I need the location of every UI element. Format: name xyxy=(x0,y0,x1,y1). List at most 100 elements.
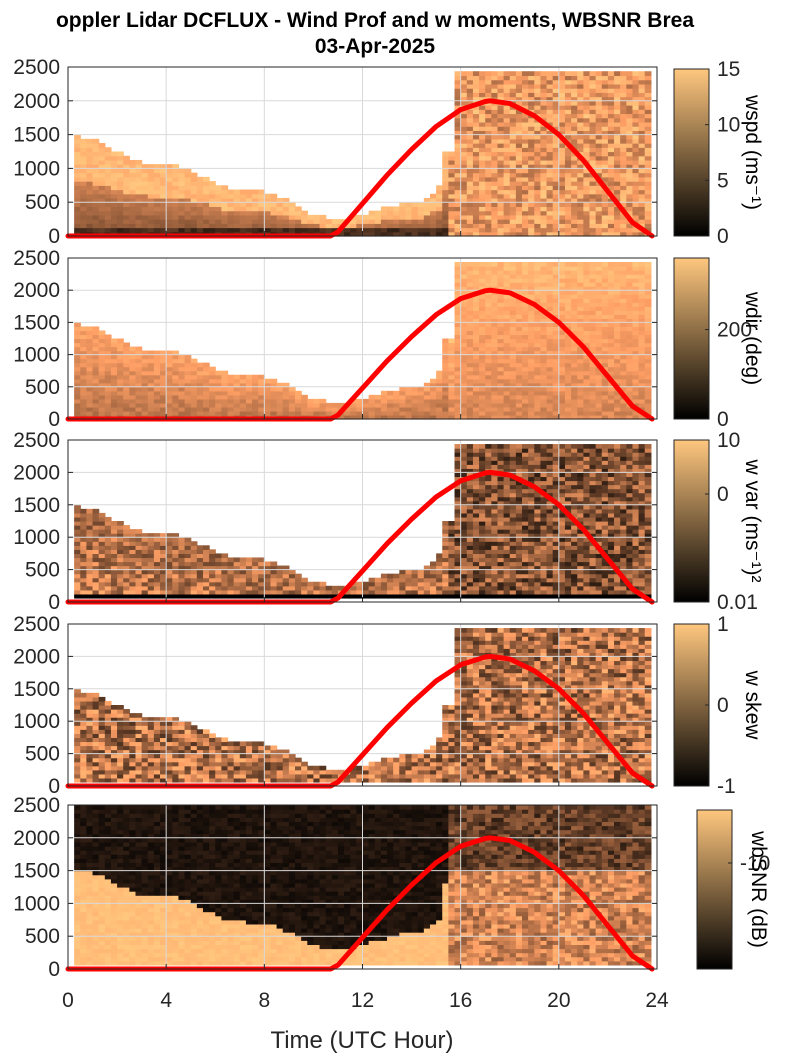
heatmap-cell xyxy=(534,88,542,93)
heatmap-cell xyxy=(295,593,302,599)
heatmap-cell xyxy=(160,378,167,384)
heatmap-cell xyxy=(546,306,554,311)
heatmap-cell xyxy=(239,382,247,388)
heatmap-cell xyxy=(577,231,584,237)
heatmap-cell xyxy=(472,350,480,356)
heatmap-cell xyxy=(460,219,468,224)
heatmap-cell xyxy=(577,219,584,224)
heatmap-cell xyxy=(123,557,130,563)
heatmap-cell xyxy=(460,262,468,267)
heatmap-cell xyxy=(479,138,486,144)
heatmap-cell xyxy=(644,358,652,364)
heatmap-cell xyxy=(491,172,499,178)
heatmap-cell xyxy=(74,197,81,203)
heatmap-cell xyxy=(399,223,407,229)
heatmap-cell xyxy=(399,398,407,404)
heatmap-cell xyxy=(626,386,634,392)
heatmap-cell xyxy=(221,561,229,567)
heatmap-cell xyxy=(442,374,449,380)
heatmap-cell xyxy=(552,121,560,127)
heatmap-cell xyxy=(147,172,155,178)
heatmap-cell xyxy=(620,362,627,368)
heatmap-cell xyxy=(466,202,474,208)
heatmap-cell xyxy=(356,410,364,416)
heatmap-cell xyxy=(86,573,94,579)
heatmap-cell xyxy=(460,223,468,229)
heatmap-cell xyxy=(117,189,124,195)
heatmap-cell xyxy=(534,79,542,85)
heatmap-cell xyxy=(258,406,265,412)
heatmap-cell xyxy=(411,402,419,408)
heatmap-cell xyxy=(614,172,621,178)
heatmap-cell xyxy=(491,168,499,174)
heatmap-cell xyxy=(129,553,137,559)
heatmap-cell xyxy=(564,202,572,208)
heatmap-cell xyxy=(466,484,474,490)
heatmap-cell xyxy=(239,589,247,595)
heatmap-cell xyxy=(626,151,634,157)
heatmap-cell xyxy=(552,358,560,364)
heatmap-cell xyxy=(589,105,597,110)
heatmap-cell xyxy=(202,386,210,392)
heatmap-cell xyxy=(190,553,198,559)
heatmap-cell xyxy=(160,569,167,575)
heatmap-cell xyxy=(595,322,603,328)
heatmap-cell xyxy=(564,71,572,77)
heatmap-cell xyxy=(638,402,646,408)
heatmap-cell xyxy=(448,193,456,199)
heatmap-cell xyxy=(110,214,118,220)
heatmap-cell xyxy=(497,414,505,420)
heatmap-cell xyxy=(92,382,100,388)
heatmap-cell xyxy=(583,155,591,161)
heatmap-cell xyxy=(215,227,222,233)
heatmap-cell xyxy=(436,565,443,571)
heatmap-cell xyxy=(614,126,621,131)
heatmap-cell xyxy=(620,88,627,93)
heatmap-cell xyxy=(460,456,468,461)
heatmap-cell xyxy=(583,334,591,340)
heatmap-cell xyxy=(503,79,511,85)
heatmap-cell xyxy=(153,398,161,404)
heatmap-cell xyxy=(534,402,542,408)
heatmap-cell xyxy=(166,354,173,360)
heatmap-cell xyxy=(614,185,621,191)
heatmap-cell xyxy=(454,155,462,161)
heatmap-cell xyxy=(454,83,462,89)
heatmap-cell xyxy=(110,553,118,559)
heatmap-cell xyxy=(178,370,186,376)
heatmap-cell xyxy=(558,382,566,388)
heatmap-cell xyxy=(202,569,210,575)
heatmap-cell xyxy=(196,206,204,212)
heatmap-cell xyxy=(380,402,388,408)
heatmap-cell xyxy=(178,354,186,360)
heatmap-cell xyxy=(638,282,646,287)
heatmap-cell xyxy=(534,374,542,380)
heatmap-cell xyxy=(595,294,603,299)
heatmap-cell xyxy=(472,181,480,186)
heatmap-cell xyxy=(485,147,492,153)
heatmap-cell xyxy=(607,314,615,319)
heatmap-cell xyxy=(509,75,517,81)
heatmap-cell xyxy=(448,414,456,420)
heatmap-cell xyxy=(466,480,474,486)
heatmap-cell xyxy=(522,274,529,279)
heatmap-cell xyxy=(485,151,492,157)
heatmap-cell xyxy=(466,314,474,319)
heatmap-cell xyxy=(448,366,456,372)
heatmap-cell xyxy=(411,202,419,208)
heatmap-cell xyxy=(522,96,529,102)
heatmap-cell xyxy=(472,274,480,279)
heatmap-cell xyxy=(607,223,615,229)
heatmap-cell xyxy=(601,92,609,98)
heatmap-cell xyxy=(564,130,572,136)
heatmap-cell xyxy=(546,366,554,372)
heatmap-cell xyxy=(595,223,603,229)
heatmap-cell xyxy=(607,126,615,131)
heatmap-cell xyxy=(632,206,640,212)
heatmap-cell xyxy=(601,342,609,348)
heatmap-cell xyxy=(135,553,143,559)
heatmap-cell xyxy=(491,402,499,408)
heatmap-cell xyxy=(356,581,364,587)
heatmap-cell xyxy=(595,109,603,115)
heatmap-cell xyxy=(393,219,400,224)
